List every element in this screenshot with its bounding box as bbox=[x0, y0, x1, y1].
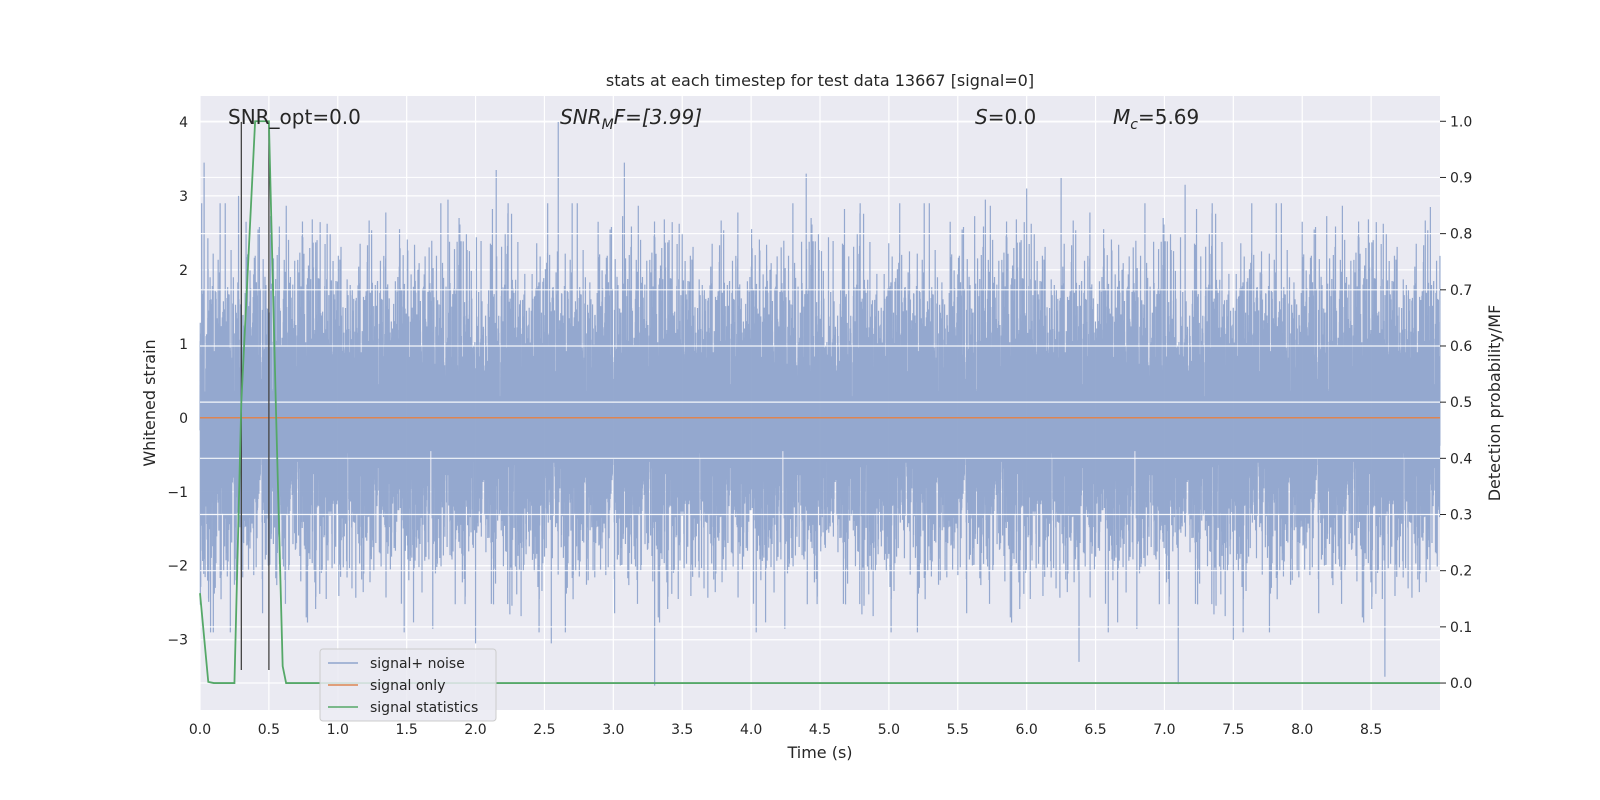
x-tick-label: 0.5 bbox=[258, 722, 280, 738]
x-tick-label: 6.0 bbox=[1016, 722, 1038, 738]
y-tick-label-right: 0.2 bbox=[1450, 564, 1472, 580]
y-tick-label-right: 0.0 bbox=[1450, 676, 1472, 692]
x-tick-label: 7.5 bbox=[1222, 722, 1244, 738]
x-tick-label: 5.5 bbox=[947, 722, 969, 738]
x-tick-label: 5.0 bbox=[878, 722, 900, 738]
y-ticks-right: 1.0 0.9 0.8 0.7 0.6 0.5 0.4 0.3 0.2 0.1 0.0 bbox=[1440, 114, 1472, 692]
signal-noise-trace bbox=[199, 121, 1441, 686]
legend: signal+ noise signal only signal statist… bbox=[319, 648, 497, 722]
x-tick-label: 2.0 bbox=[464, 722, 486, 738]
chart-title: stats at each timestep for test data 136… bbox=[606, 71, 1034, 90]
snr-mf-tail: F=[3.99] bbox=[614, 105, 702, 129]
y-tick-label-right: 0.3 bbox=[1450, 508, 1472, 524]
y-tick-label: −3 bbox=[167, 633, 188, 649]
x-tick-label: 3.0 bbox=[602, 722, 624, 738]
snr-mf-subscript: M bbox=[602, 117, 614, 133]
y-tick-label-right: 0.4 bbox=[1450, 451, 1472, 467]
legend-label-signal-noise: signal+ noise bbox=[370, 656, 465, 672]
y-ticks-left: 4 3 2 1 0 −1 −2 −3 bbox=[167, 115, 188, 649]
y-tick-label-right: 0.7 bbox=[1450, 283, 1472, 299]
x-ticks: 0.0 0.5 1.0 1.5 2.0 2.5 3.0 3.5 4.0 4.5 5.0 5.5 6.0 6… bbox=[189, 722, 1382, 738]
x-tick-label: 1.5 bbox=[396, 722, 418, 738]
x-tick-label: 8.5 bbox=[1360, 722, 1382, 738]
x-tick-label: 8.0 bbox=[1291, 722, 1313, 738]
s-value: =0.0 bbox=[988, 105, 1037, 129]
y-tick-label: 1 bbox=[179, 337, 188, 353]
mc-symbol: M bbox=[1113, 105, 1130, 129]
x-tick-label: 2.5 bbox=[533, 722, 555, 738]
legend-box bbox=[319, 648, 497, 722]
snr-mf-symbol: SNR bbox=[560, 105, 602, 129]
annotation-snr-mf: SNRMF=[3.99] bbox=[560, 105, 702, 133]
y-tick-label: 4 bbox=[179, 115, 188, 131]
y-tick-label-right: 0.6 bbox=[1450, 339, 1472, 355]
y-axis-label: Whitened strain bbox=[140, 339, 159, 466]
x-tick-label: 4.0 bbox=[740, 722, 762, 738]
y-tick-label-right: 0.9 bbox=[1450, 170, 1472, 186]
signal-statistics-line bbox=[199, 120, 1440, 684]
legend-label-signal-statistics: signal statistics bbox=[370, 700, 478, 716]
y-tick-label: 0 bbox=[179, 411, 188, 427]
y-tick-label: 3 bbox=[179, 189, 188, 205]
y-tick-label: −1 bbox=[167, 485, 188, 501]
y-tick-label: 2 bbox=[179, 263, 188, 279]
mc-value: =5.69 bbox=[1138, 105, 1199, 129]
x-tick-label: 0.0 bbox=[189, 722, 211, 738]
y-tick-label-right: 0.8 bbox=[1450, 227, 1472, 243]
signal-noise-line bbox=[199, 121, 1441, 686]
mc-subscript: c bbox=[1130, 117, 1138, 133]
x-tick-label: 1.0 bbox=[327, 722, 349, 738]
y-tick-label-right: 0.1 bbox=[1450, 620, 1472, 636]
legend-label-signal-only: signal only bbox=[370, 678, 445, 694]
x-tick-label: 3.5 bbox=[671, 722, 693, 738]
annotation-s: S=0.0 bbox=[975, 105, 1036, 129]
y-axis-label-right: Detection probability/MF bbox=[1485, 305, 1504, 502]
y-tick-label-right: 1.0 bbox=[1450, 114, 1472, 130]
x-tick-label: 7.0 bbox=[1153, 722, 1175, 738]
x-axis-label: Time (s) bbox=[786, 743, 852, 762]
annotation-mc: Mc=5.69 bbox=[1113, 105, 1199, 133]
y-tick-label-right: 0.5 bbox=[1450, 395, 1472, 411]
annotation-snr-opt: SNR_opt=0.0 bbox=[228, 105, 361, 129]
y-tick-label: −2 bbox=[167, 559, 188, 575]
x-tick-label: 6.5 bbox=[1084, 722, 1106, 738]
s-symbol: S bbox=[975, 105, 988, 129]
x-tick-label: 4.5 bbox=[809, 722, 831, 738]
